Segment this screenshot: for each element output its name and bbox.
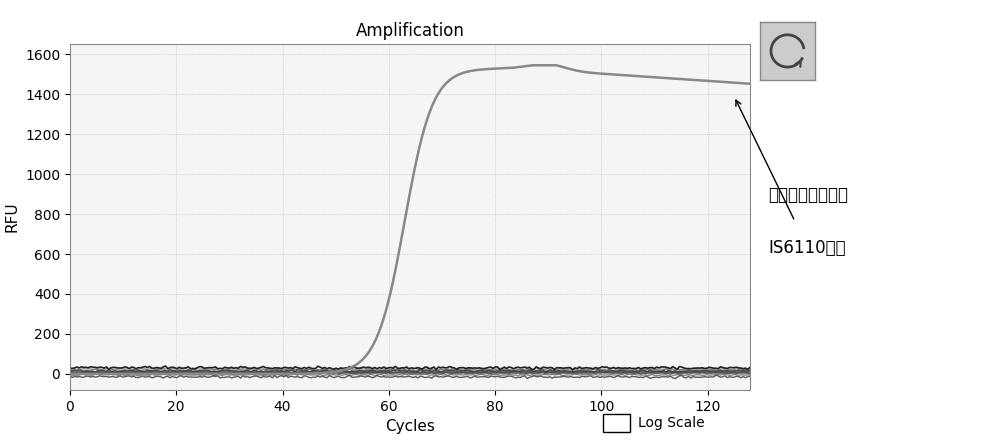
Text: 结核杆菌复合菌群: 结核杆菌复合菌群 <box>768 186 848 204</box>
Text: IS6110基因: IS6110基因 <box>768 239 846 257</box>
Bar <box>603 414 630 432</box>
Y-axis label: RFU: RFU <box>4 202 19 233</box>
Text: Log Scale: Log Scale <box>638 416 704 430</box>
Title: Amplification: Amplification <box>356 22 464 40</box>
X-axis label: Cycles: Cycles <box>385 419 435 434</box>
